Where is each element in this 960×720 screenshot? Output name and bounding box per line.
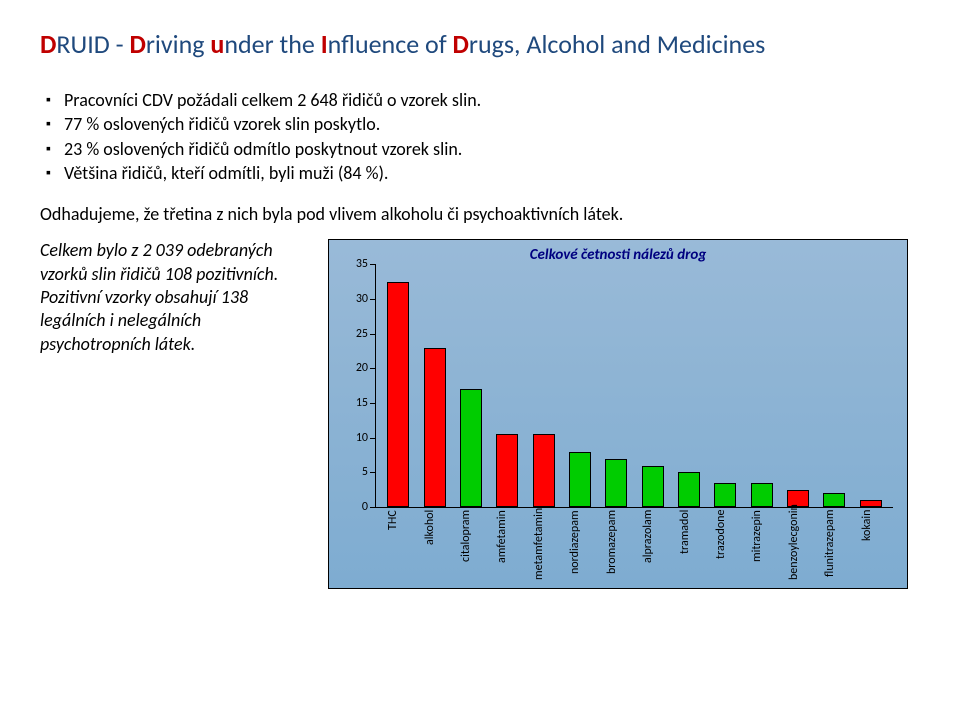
chart-x-label: flunitrazepam	[823, 510, 845, 584]
chart-plot-area: 05101520253035	[375, 264, 893, 508]
title-frag-d2: D	[129, 28, 145, 60]
chart-x-label: bromazepam	[605, 510, 627, 584]
chart-x-label: kokain	[860, 510, 882, 584]
chart-y-label: 10	[336, 431, 368, 445]
italic-note: Celkem bylo z 2 039 odebraných vzorků sl…	[40, 239, 310, 356]
chart-y-label: 20	[336, 361, 368, 375]
chart-bar	[751, 483, 773, 507]
page-title: DRUID - Driving under the Influence of D…	[40, 28, 920, 60]
title-frag-d1rest: RUID	[56, 28, 109, 60]
title-frag-d3: D	[453, 28, 469, 60]
chart-bar	[860, 500, 882, 507]
chart-x-label: trazodone	[714, 510, 736, 584]
chart-bar	[533, 434, 555, 507]
chart-title: Celkové četnosti nálezů drog	[329, 246, 907, 264]
chart-x-label: nordiazepam	[568, 510, 590, 584]
chart-bar	[424, 348, 446, 508]
chart-bar	[460, 389, 482, 507]
chart-y-label: 5	[336, 465, 368, 479]
chart-y-tick	[370, 438, 376, 439]
chart-x-label: tramadol	[678, 510, 700, 584]
chart-bar	[823, 493, 845, 507]
chart-x-label: mitrazepin	[750, 510, 772, 584]
chart-bar	[605, 459, 627, 508]
chart-bar	[678, 472, 700, 507]
chart-bar	[569, 452, 591, 508]
title-frag-d3rest: rugs, Alcohol and Medicines	[469, 28, 765, 60]
chart-y-label: 30	[336, 292, 368, 306]
chart-y-tick	[370, 334, 376, 335]
drug-frequency-chart: Celkové četnosti nálezů drog 05101520253…	[328, 239, 908, 589]
emphasis-paragraph: Odhadujeme, že třetina z nich byla pod v…	[40, 203, 920, 225]
title-frag-irest: nfluence of	[328, 28, 453, 60]
bullet-1: Pracovníci CDV požádali celkem 2 648 řid…	[46, 88, 920, 112]
chart-x-label: THC	[386, 510, 408, 584]
chart-bar	[496, 434, 518, 507]
title-frag-d1: D	[40, 28, 56, 60]
chart-x-label: amfetamin	[495, 510, 517, 584]
chart-y-tick	[370, 368, 376, 369]
chart-x-label: citalopram	[459, 510, 481, 584]
chart-y-label: 0	[336, 500, 368, 514]
chart-y-tick	[370, 507, 376, 508]
bullet-list: Pracovníci CDV požádali celkem 2 648 řid…	[46, 88, 920, 185]
chart-x-label: benzoylecgonin	[787, 510, 809, 584]
chart-x-label: alkohol	[423, 510, 445, 584]
chart-y-tick	[370, 472, 376, 473]
chart-y-tick	[370, 403, 376, 404]
chart-y-label: 25	[336, 327, 368, 341]
chart-y-tick	[370, 264, 376, 265]
title-frag-i: I	[321, 28, 328, 60]
chart-x-label: metamfetamin	[532, 510, 554, 584]
title-frag-u: u	[210, 28, 224, 60]
bullet-3: 23 % oslovených řidičů odmítlo poskytnou…	[46, 137, 920, 161]
chart-bars-row	[376, 264, 893, 507]
title-frag-sep1: -	[110, 28, 130, 60]
chart-x-labels: THC alkohol citalopram amfetamin metamfetami…	[375, 510, 893, 584]
chart-x-label: alprazolam	[641, 510, 663, 584]
chart-bar	[387, 282, 409, 508]
title-frag-d2rest: riving	[146, 28, 211, 60]
chart-bar	[642, 466, 664, 508]
bullet-2: 77 % oslovených řidičů vzorek slin posky…	[46, 112, 920, 136]
chart-y-label: 35	[336, 257, 368, 271]
chart-y-tick	[370, 299, 376, 300]
chart-y-label: 15	[336, 396, 368, 410]
title-frag-urest: nder the	[224, 28, 320, 60]
chart-bar	[714, 483, 736, 507]
bullet-4: Většina řidičů, kteří odmítli, byli muži…	[46, 161, 920, 185]
